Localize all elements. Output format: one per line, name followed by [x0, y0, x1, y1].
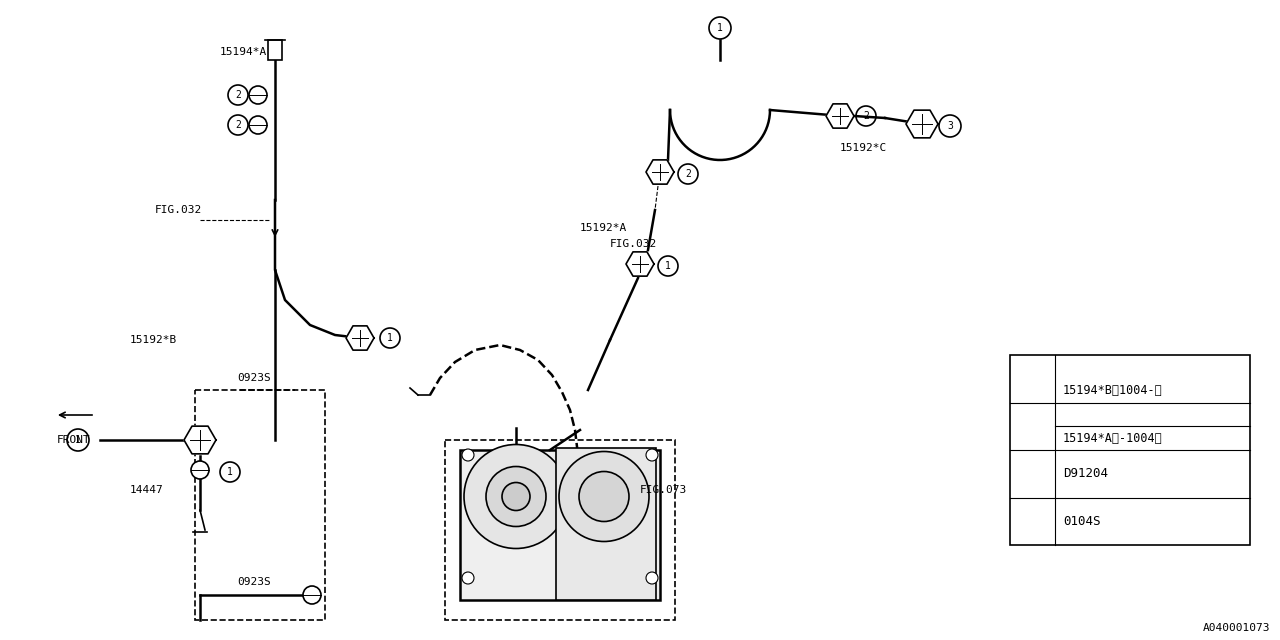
Text: FIG.032: FIG.032 — [611, 239, 657, 249]
Text: 1: 1 — [666, 261, 671, 271]
Text: 15194*A（-1004）: 15194*A（-1004） — [1062, 431, 1162, 445]
Text: D91204: D91204 — [1062, 467, 1108, 480]
Circle shape — [465, 445, 568, 548]
Text: 15194*A: 15194*A — [220, 47, 268, 57]
Circle shape — [462, 572, 474, 584]
Text: 2: 2 — [236, 90, 241, 100]
Bar — [460, 450, 660, 600]
Bar — [268, 40, 282, 60]
Circle shape — [250, 86, 268, 104]
Text: 1: 1 — [1029, 516, 1036, 526]
Bar — [1010, 355, 1251, 545]
Polygon shape — [346, 326, 374, 350]
Text: FIG.032: FIG.032 — [155, 205, 202, 215]
Text: 3: 3 — [1029, 410, 1036, 419]
Circle shape — [303, 586, 321, 604]
Bar — [556, 448, 657, 600]
Text: 15194*B（1004-）: 15194*B（1004-） — [1062, 384, 1162, 397]
Text: 2: 2 — [1029, 468, 1036, 479]
Circle shape — [462, 449, 474, 461]
Polygon shape — [646, 160, 675, 184]
Circle shape — [559, 451, 649, 541]
Text: 0923S: 0923S — [237, 577, 271, 587]
Circle shape — [250, 116, 268, 134]
Text: 15192*A: 15192*A — [580, 223, 627, 233]
Polygon shape — [184, 426, 216, 454]
Text: FRONT: FRONT — [58, 435, 91, 445]
Circle shape — [191, 461, 209, 479]
Text: 14447: 14447 — [131, 485, 164, 495]
Text: 1: 1 — [387, 333, 393, 343]
Text: 2: 2 — [236, 120, 241, 130]
Bar — [195, 390, 325, 620]
Text: 1: 1 — [717, 23, 723, 33]
Bar — [445, 440, 675, 620]
Polygon shape — [906, 110, 938, 138]
Text: 0104S: 0104S — [1062, 515, 1101, 528]
Text: 0923S: 0923S — [237, 373, 271, 383]
Polygon shape — [626, 252, 654, 276]
Polygon shape — [826, 104, 854, 128]
Circle shape — [486, 467, 547, 527]
Circle shape — [646, 449, 658, 461]
Text: 2: 2 — [863, 111, 869, 121]
Text: 1: 1 — [76, 435, 81, 445]
Circle shape — [579, 472, 628, 522]
Text: 3: 3 — [947, 121, 952, 131]
Text: A040001073: A040001073 — [1202, 623, 1270, 633]
Circle shape — [646, 572, 658, 584]
Text: 15192*B: 15192*B — [131, 335, 177, 345]
Text: 1: 1 — [227, 467, 233, 477]
Text: 2: 2 — [685, 169, 691, 179]
Text: FIG.073: FIG.073 — [640, 485, 687, 495]
Text: 15192*C: 15192*C — [840, 143, 887, 153]
Circle shape — [502, 483, 530, 511]
